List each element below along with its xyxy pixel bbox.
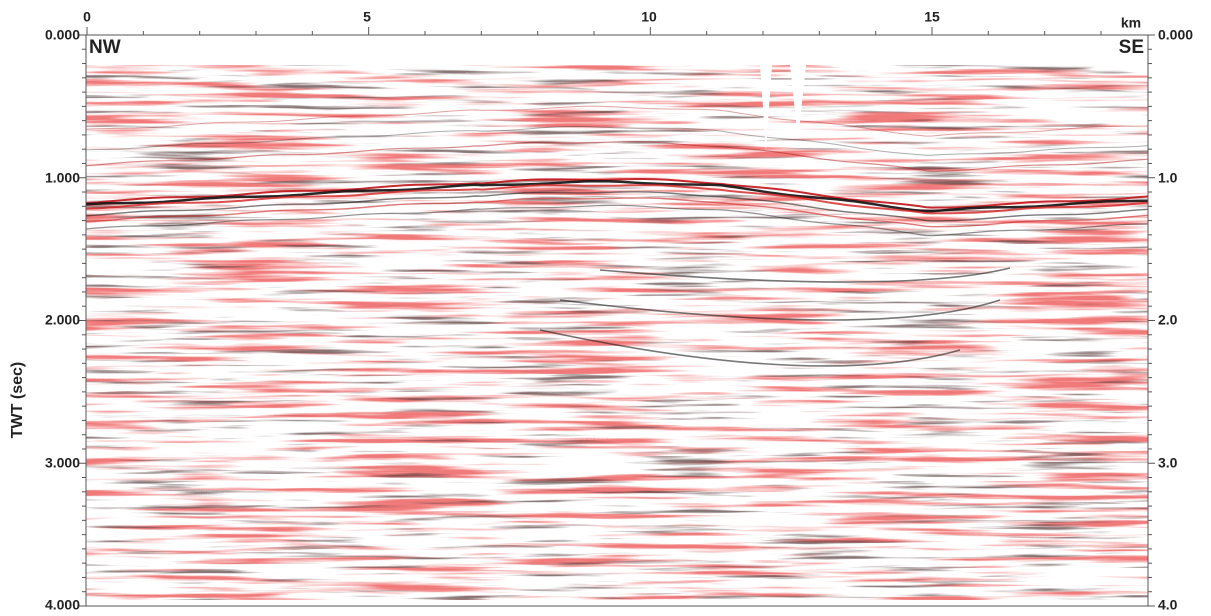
horizons [86, 105, 1148, 367]
right-tick-label: 3.0 [1158, 455, 1178, 471]
horizon [86, 105, 1148, 137]
horizon [86, 184, 1148, 215]
left-tick-label: 1.000 [45, 170, 80, 186]
horizon [86, 191, 1148, 222]
right-tick-label: 4.0 [1158, 597, 1178, 613]
seismic-section [86, 35, 1148, 606]
horizon [86, 204, 1148, 237]
right-tick-label: 0.000 [1158, 27, 1193, 43]
top-tick-label: 15 [924, 9, 940, 25]
reflector-texture-dark [86, 65, 1148, 600]
top-axis-unit: km [1121, 15, 1141, 31]
basin-reflector [559, 299, 1001, 321]
ticks [79, 27, 1155, 607]
left-axis-title: TWT (sec) [9, 362, 26, 438]
horizon [86, 179, 1148, 213]
direction-label: NW [89, 37, 121, 58]
top-tick-label: 0 [83, 9, 91, 25]
horizon [86, 141, 1148, 172]
direction-label: SE [1119, 37, 1144, 58]
data-gap [760, 65, 806, 150]
top-tick-label: 10 [641, 9, 657, 25]
horizon [86, 178, 1148, 209]
left-tick-label: 4.000 [45, 597, 80, 613]
left-tick-label: 3.000 [45, 455, 80, 471]
basin-reflector [539, 329, 961, 367]
horizon [86, 126, 1148, 156]
left-tick-label: 0.000 [45, 27, 80, 43]
right-tick-label: 1.0 [1158, 170, 1178, 186]
left-tick-label: 2.000 [45, 312, 80, 328]
horizon [86, 197, 1148, 228]
top-tick-label: 5 [363, 9, 371, 25]
right-tick-label: 2.0 [1158, 312, 1178, 328]
basin-reflector [599, 267, 1011, 283]
